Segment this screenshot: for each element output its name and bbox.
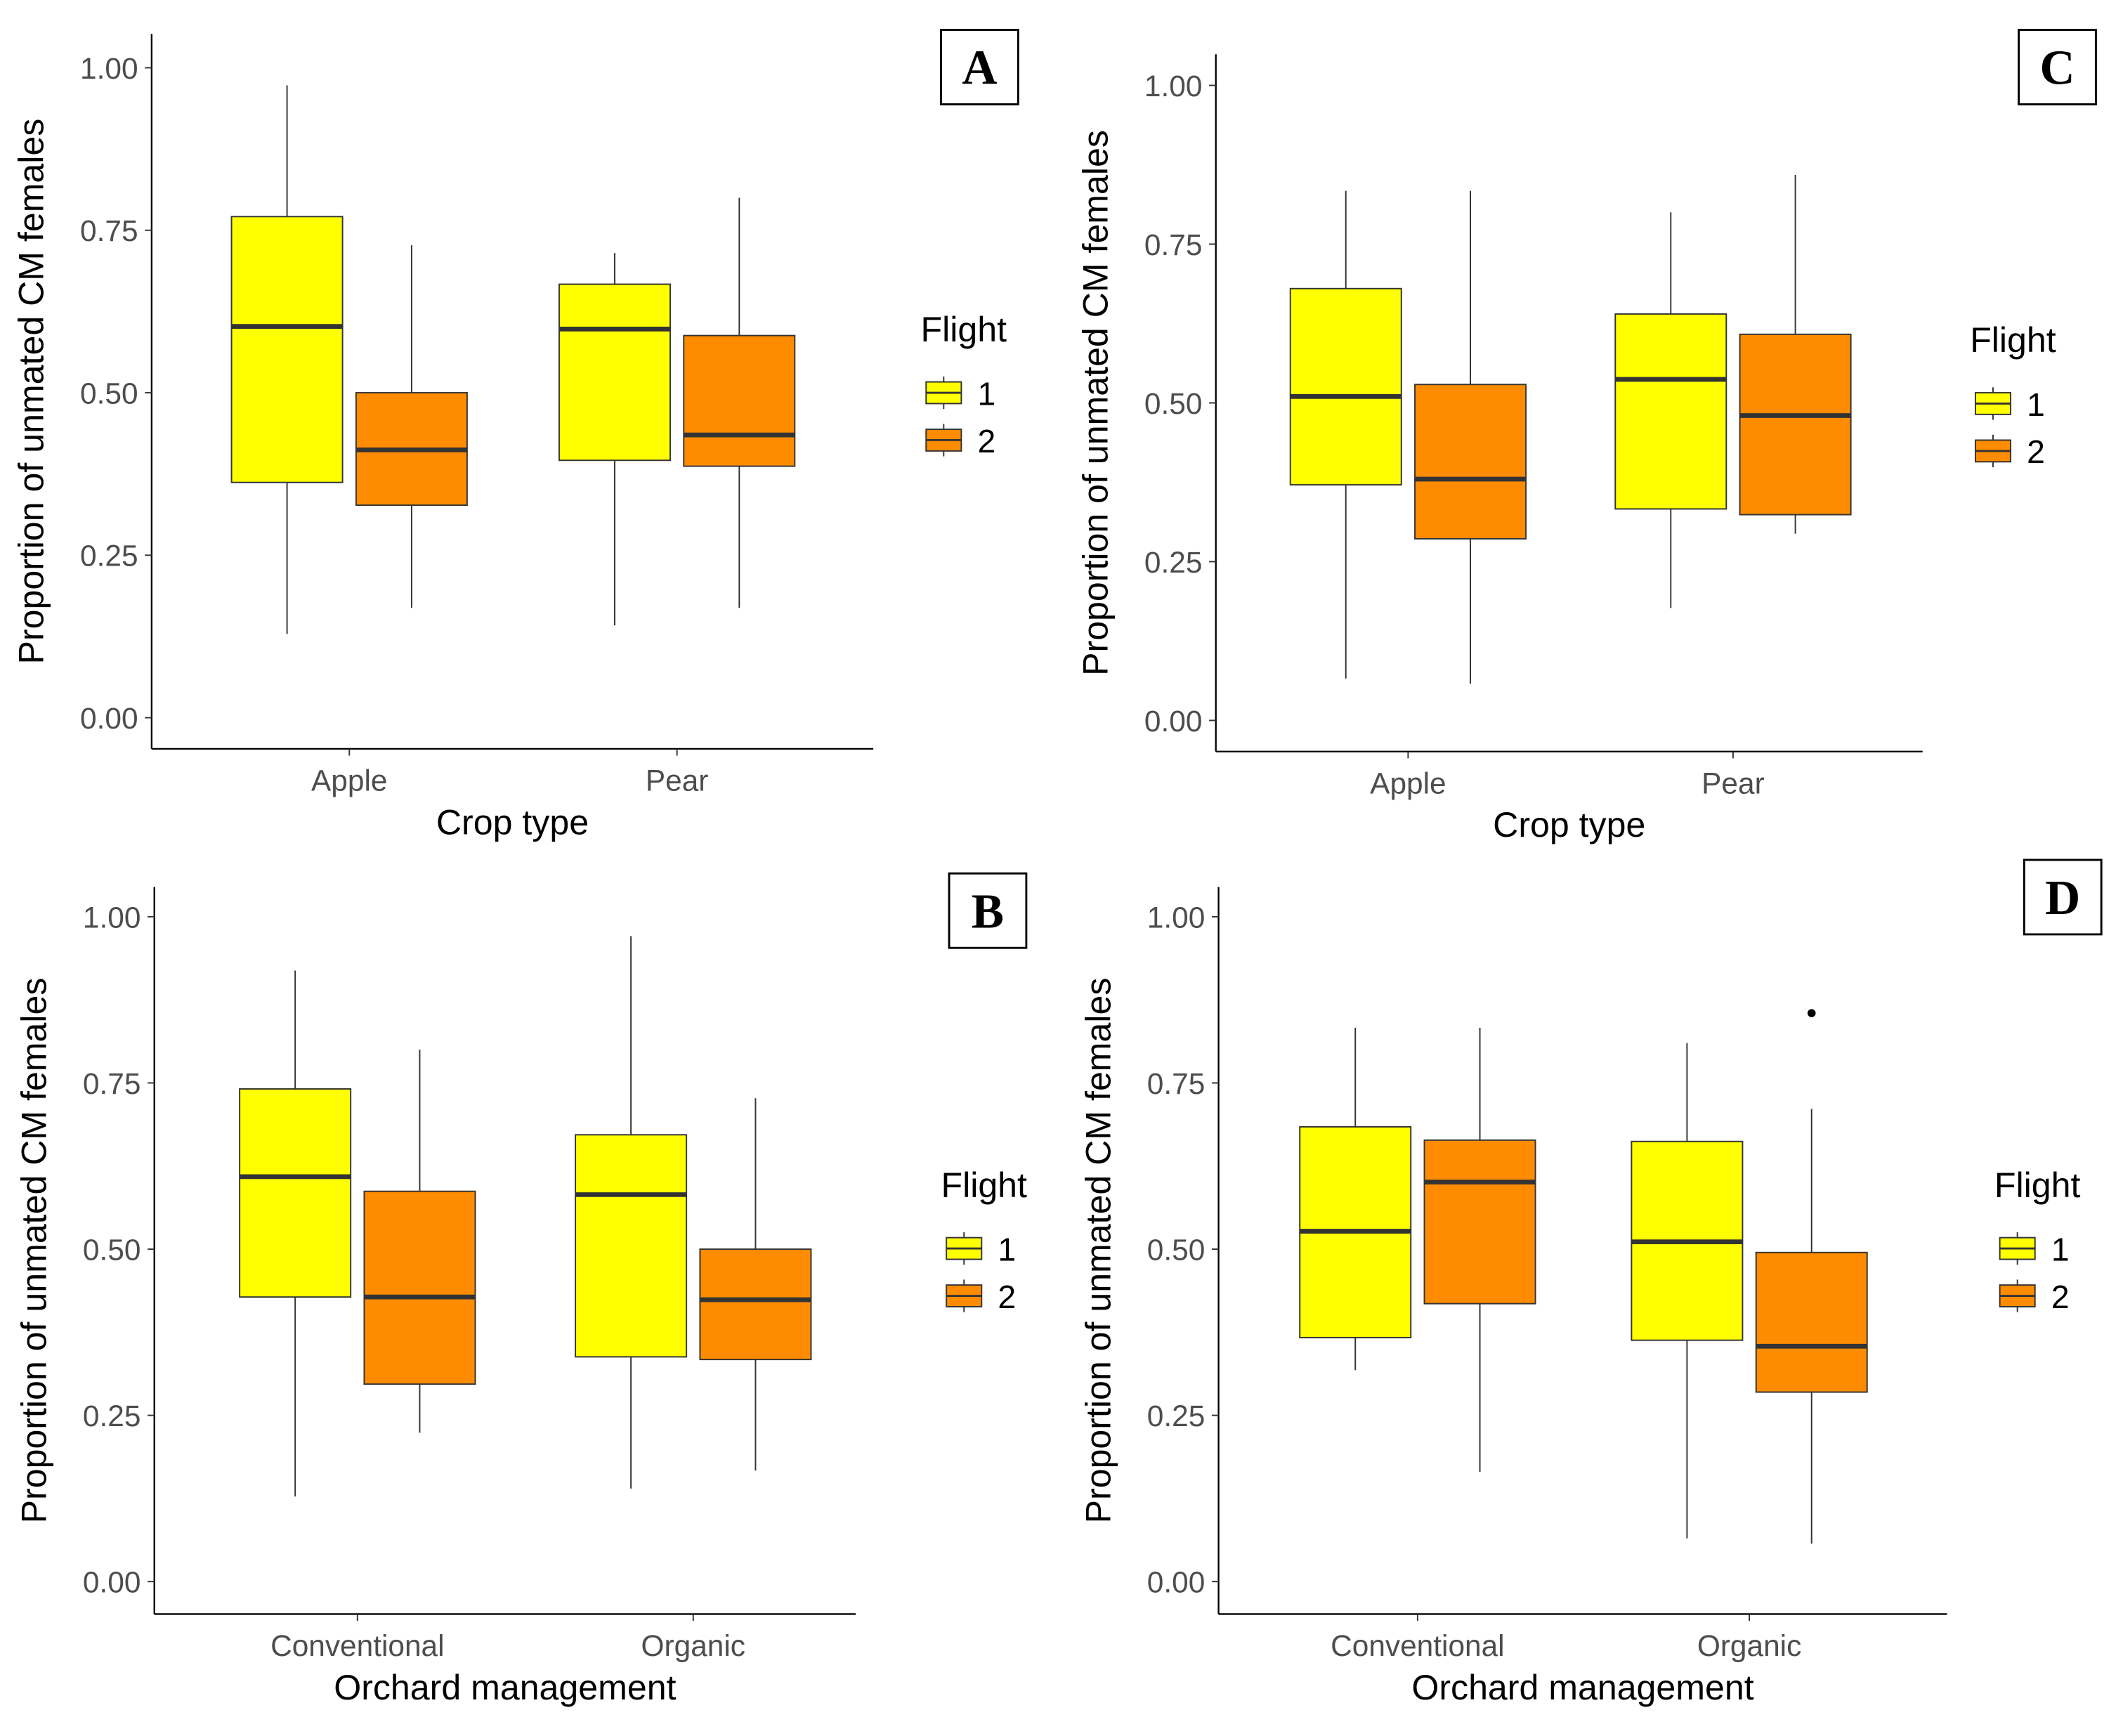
iqr-box — [1289, 287, 1402, 486]
y-tick-label: 0.50 — [1147, 1233, 1206, 1266]
legend-label-2: 2 — [2051, 1279, 2070, 1315]
panel-label-box — [940, 29, 1019, 105]
y-tick-label: 1.00 — [83, 901, 141, 934]
box-conventional-flight-2 — [1423, 1027, 1536, 1473]
x-tick-label: Conventional — [270, 1629, 444, 1662]
iqr-box — [1739, 333, 1852, 516]
box-organic-flight-1 — [575, 936, 688, 1489]
iqr-box — [1755, 1251, 1868, 1393]
outlier-point — [1807, 1009, 1816, 1017]
box-conventional-flight-1 — [1299, 1027, 1412, 1371]
x-tick-label: Pear — [1701, 766, 1765, 800]
panel-d: 0.00 0.25 0.50 0.75 1.00 Conventional Organic O… — [1078, 859, 2103, 1707]
y-tick-label: 0.00 — [1144, 705, 1203, 738]
panel-label-box — [948, 872, 1028, 949]
box-organic-flight-2 — [1755, 1109, 1868, 1544]
legend-label-2: 2 — [978, 423, 996, 459]
x-tick-label: Apple — [1370, 766, 1446, 800]
legend-label-1: 1 — [998, 1231, 1016, 1267]
box-pear-flight-2 — [1739, 174, 1852, 534]
iqr-box — [1423, 1139, 1536, 1305]
y-tick-label: 0.50 — [80, 377, 138, 410]
y-tick-label: 0.75 — [83, 1067, 141, 1100]
y-tick-label: 0.00 — [83, 1566, 141, 1599]
x-axis-title: Orchard management — [334, 1668, 676, 1707]
iqr-box — [699, 1248, 812, 1361]
box-pear-flight-1 — [558, 253, 671, 626]
legend-title: Flight — [941, 1166, 1027, 1205]
panel-label: A — [962, 41, 997, 96]
x-tick-label: Organic — [1697, 1629, 1801, 1662]
y-axis-title: Proportion of unmated CM females — [1076, 130, 1116, 676]
iqr-box — [575, 1134, 688, 1358]
y-tick-label: 0.00 — [80, 702, 138, 735]
y-tick-label: 0.75 — [80, 214, 138, 247]
y-tick-label: 0.00 — [1147, 1566, 1206, 1599]
legend-title: Flight — [921, 310, 1007, 349]
box-pear-flight-2 — [683, 197, 796, 608]
box-conventional-flight-2 — [363, 1050, 476, 1433]
iqr-box — [1414, 384, 1527, 540]
iqr-box — [363, 1190, 476, 1385]
y-tick-label: 0.75 — [1144, 228, 1203, 261]
x-tick-label: Apple — [311, 764, 387, 797]
y-tick-label: 1.00 — [1144, 70, 1203, 103]
y-tick-label: 1.00 — [80, 52, 138, 85]
panel-a: 0.00 0.25 0.50 0.75 1.00 Apple Pear Crop type Pr… — [12, 29, 1019, 842]
panel-label-box — [2018, 29, 2097, 105]
y-tick-label: 0.25 — [1147, 1399, 1206, 1432]
panel-label: B — [972, 885, 1004, 939]
x-axis-title: Crop type — [1493, 805, 1645, 844]
panel-label: D — [2045, 871, 2080, 925]
box-pear-flight-1 — [1614, 212, 1727, 608]
box-apple-flight-2 — [1414, 190, 1527, 684]
x-axis-title: Crop type — [436, 802, 589, 842]
x-axis-title: Orchard management — [1411, 1668, 1753, 1707]
box-organic-flight-1 — [1631, 1043, 1744, 1539]
panel-label-box — [2023, 859, 2103, 936]
y-axis-title: Proportion of unmated CM females — [15, 978, 54, 1524]
legend-label-1: 1 — [2027, 386, 2045, 423]
y-tick-label: 0.50 — [83, 1233, 141, 1266]
y-tick-label: 0.25 — [1144, 546, 1203, 579]
box-conventional-flight-1 — [239, 970, 352, 1497]
y-tick-label: 1.00 — [1147, 901, 1206, 934]
x-tick-label: Conventional — [1331, 1629, 1504, 1662]
iqr-box — [239, 1088, 352, 1298]
y-tick-label: 0.25 — [83, 1399, 141, 1432]
x-tick-label: Pear — [646, 764, 709, 797]
box-apple-flight-1 — [230, 85, 344, 634]
iqr-box — [1614, 313, 1727, 510]
panel-c: 0.00 0.25 0.50 0.75 1.00 Apple Pear Crop type Pr… — [1076, 29, 2097, 844]
iqr-box — [683, 334, 796, 467]
legend-title: Flight — [1970, 320, 2056, 360]
y-tick-label: 0.75 — [1147, 1067, 1206, 1100]
x-tick-label: Organic — [641, 1629, 745, 1662]
iqr-box — [230, 216, 344, 483]
y-tick-label: 0.50 — [1144, 387, 1203, 420]
y-axis-title: Proportion of unmated CM females — [12, 119, 51, 665]
legend-title: Flight — [1994, 1166, 2081, 1205]
y-axis-title: Proportion of unmated CM females — [1078, 978, 1118, 1524]
box-organic-flight-2 — [699, 1098, 812, 1471]
legend-label-1: 1 — [978, 375, 996, 412]
legend-label-1: 1 — [2051, 1231, 2070, 1267]
box-apple-flight-2 — [355, 245, 468, 608]
legend-label-2: 2 — [998, 1279, 1016, 1315]
legend-label-2: 2 — [2027, 433, 2045, 470]
iqr-box — [558, 283, 671, 462]
panel-label: C — [2039, 41, 2075, 96]
box-apple-flight-1 — [1289, 190, 1402, 679]
y-tick-label: 0.25 — [80, 540, 138, 573]
panel-b: 0.00 0.25 0.50 0.75 1.00 Conventional Organic O… — [15, 872, 1028, 1707]
